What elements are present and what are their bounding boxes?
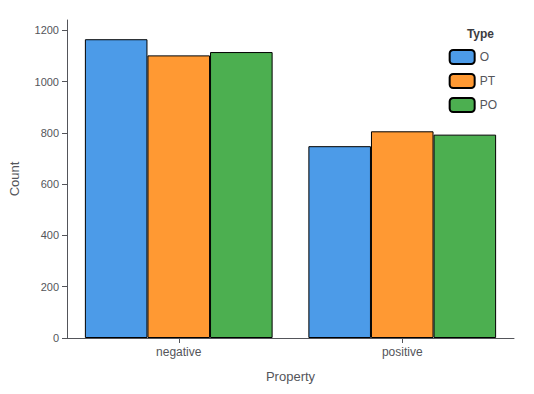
svg-text:200: 200 bbox=[41, 281, 59, 293]
svg-text:1000: 1000 bbox=[35, 76, 59, 88]
svg-text:PT: PT bbox=[480, 74, 496, 88]
svg-text:Type: Type bbox=[467, 27, 494, 41]
svg-text:positive: positive bbox=[382, 345, 423, 359]
svg-text:800: 800 bbox=[41, 127, 59, 139]
svg-text:O: O bbox=[480, 50, 489, 64]
svg-text:PO: PO bbox=[480, 98, 497, 112]
svg-text:Property: Property bbox=[266, 369, 316, 384]
svg-text:1200: 1200 bbox=[35, 24, 59, 36]
svg-text:negative: negative bbox=[156, 345, 202, 359]
svg-text:600: 600 bbox=[41, 178, 59, 190]
svg-text:0: 0 bbox=[53, 332, 59, 344]
svg-text:400: 400 bbox=[41, 229, 59, 241]
svg-text:Count: Count bbox=[7, 161, 22, 196]
